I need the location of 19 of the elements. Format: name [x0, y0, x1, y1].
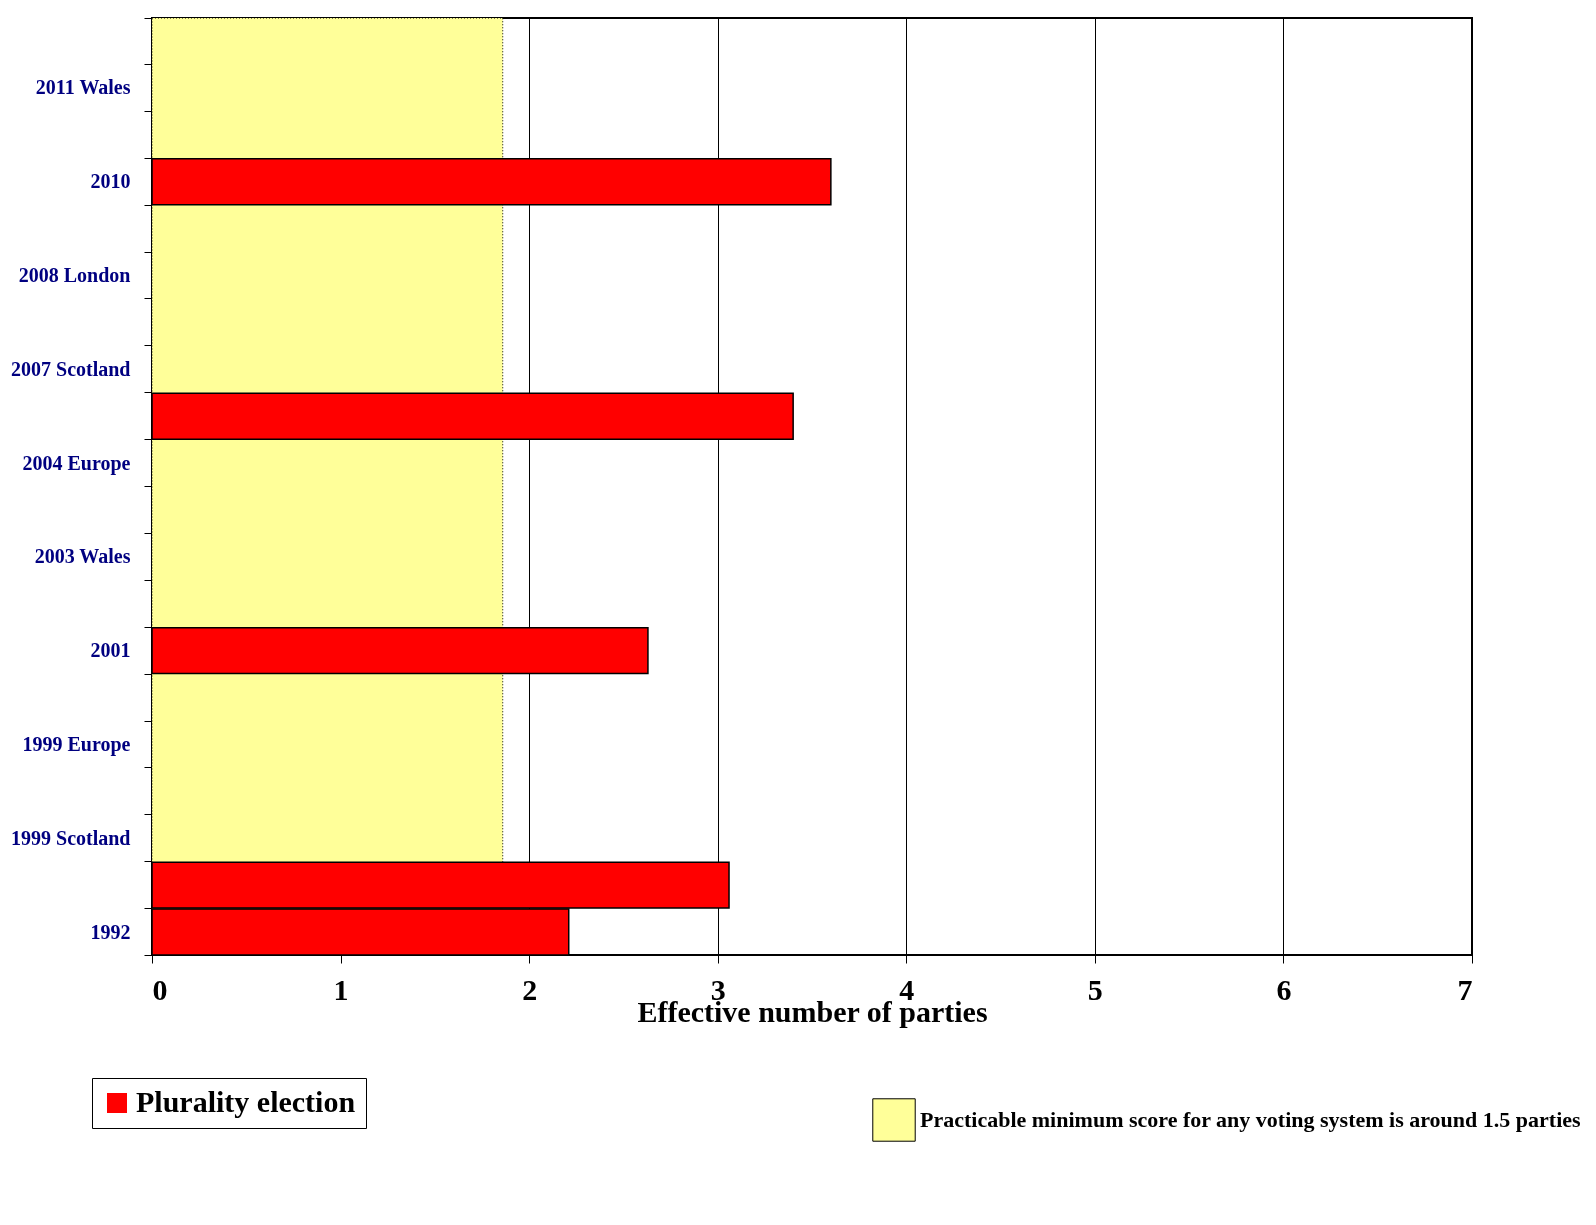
x-tick-label: 5 — [1087, 972, 1103, 1006]
x-tick-label: 0 — [152, 972, 168, 1006]
y-tick-label: 2011 Wales — [35, 76, 131, 99]
x-tick-label: 6 — [1276, 972, 1292, 1006]
y-tick-label: 2001 — [90, 639, 131, 662]
x-tick-label: 2 — [522, 972, 538, 1006]
y-tick-label: 2004 Europe — [22, 451, 131, 475]
y-tick-label: 2003 Wales — [34, 545, 131, 568]
x-tick-label: 4 — [899, 972, 915, 1006]
y-tick-label: 2008 London — [18, 263, 131, 286]
legend-label: Plurality election — [136, 1085, 356, 1118]
x-tick-label: 7 — [1457, 972, 1473, 1006]
y-tick-label: 2007 Scotland — [11, 357, 131, 380]
y-tick-label: 1999 Scotland — [11, 826, 131, 849]
legend-label: Practicable minimum score for any voting system is around 1.5 parties — [920, 1107, 1582, 1132]
y-tick-label: 1999 Europe — [22, 732, 131, 756]
y-tick-label: 1992 — [90, 920, 131, 943]
x-tick-label: 1 — [333, 972, 349, 1006]
y-tick-label: 2010 — [90, 170, 131, 193]
